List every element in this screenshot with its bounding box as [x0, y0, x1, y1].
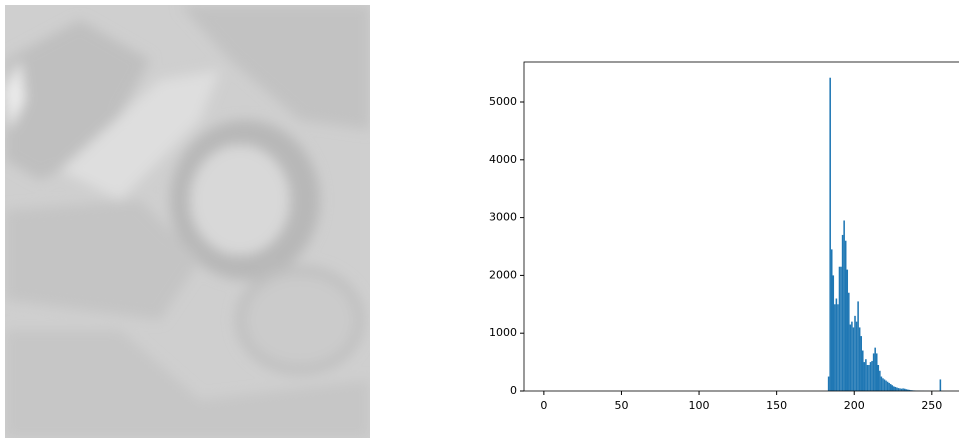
- bar: [842, 235, 844, 391]
- bar: [868, 365, 870, 391]
- y-tick-label: 3000: [489, 211, 517, 224]
- bar: [864, 362, 866, 391]
- x-tick-label: 100: [689, 399, 710, 412]
- bar: [895, 387, 897, 391]
- bar: [856, 322, 858, 391]
- bar: [881, 377, 883, 391]
- bar: [878, 365, 880, 391]
- y-tick-label: 2000: [489, 268, 517, 281]
- bar: [879, 371, 881, 391]
- bar: [843, 220, 845, 391]
- bar: [833, 275, 835, 391]
- bar: [834, 304, 836, 391]
- x-tick-label: 150: [766, 399, 787, 412]
- y-tick-label: 1000: [489, 326, 517, 339]
- bar: [851, 322, 853, 391]
- y-tick-label: 0: [510, 384, 517, 397]
- bar: [870, 362, 872, 391]
- bar: [829, 78, 831, 391]
- bar: [874, 348, 876, 391]
- x-tick-label: 250: [921, 399, 942, 412]
- bar: [867, 365, 869, 391]
- x-tick-label: 50: [614, 399, 628, 412]
- bar: [828, 377, 830, 391]
- bar: [859, 327, 861, 391]
- bar: [839, 267, 841, 391]
- bar: [846, 270, 848, 391]
- bar: [873, 353, 875, 391]
- mri-image: [5, 5, 370, 438]
- bar: [890, 384, 892, 391]
- bar: [860, 336, 862, 391]
- y-tick-label: 5000: [489, 95, 517, 108]
- bar: [850, 325, 852, 391]
- bar: [891, 385, 893, 391]
- bar: [837, 304, 839, 391]
- bar: [831, 249, 833, 391]
- bar: [876, 353, 878, 391]
- bar: [857, 301, 859, 391]
- bar: [836, 299, 838, 391]
- bar: [854, 316, 856, 391]
- bar: [871, 361, 873, 391]
- x-tick-label: 0: [540, 399, 547, 412]
- bar: [865, 359, 867, 391]
- y-tick-label: 4000: [489, 153, 517, 166]
- bar: [888, 383, 890, 391]
- bar: [885, 381, 887, 391]
- page: 050100150200250010002000300040005000 (()…: [0, 0, 959, 438]
- histogram-axes: 0 50 100 150 200 250 0 1000 2000 3000 4000 5000: [489, 62, 959, 412]
- bar: [840, 267, 842, 391]
- bar: [893, 386, 895, 391]
- axes-frame: [524, 62, 959, 391]
- bar: [862, 351, 864, 391]
- bar: [896, 388, 898, 391]
- bar: [845, 241, 847, 391]
- bar: [853, 327, 855, 391]
- bar: [940, 379, 942, 391]
- x-tick-label: 200: [844, 399, 865, 412]
- bar: [887, 382, 889, 391]
- bar: [848, 293, 850, 391]
- bar: [884, 379, 886, 391]
- bar: [898, 388, 900, 391]
- bar: [882, 378, 884, 391]
- figure: 0 50 100 150 200 250 0 1000 2000 3000 4000 5000: [0, 0, 959, 438]
